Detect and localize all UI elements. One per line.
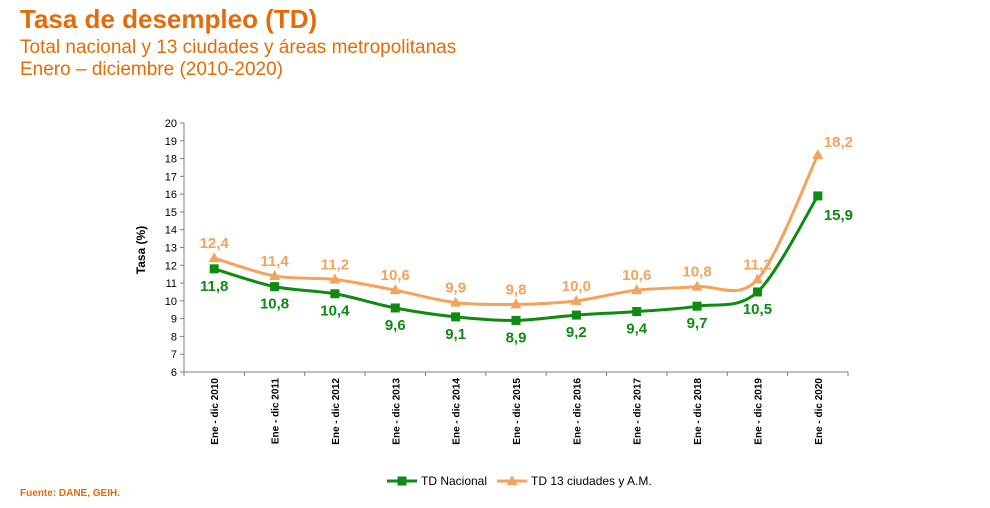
data-label-td-nacional: 10,8 (260, 296, 289, 313)
data-point-td-nacional (752, 287, 762, 297)
data-point-td-13-ciudades (329, 273, 341, 284)
data-point-td-13-ciudades (570, 294, 582, 305)
x-tick-label: Ene - dic 2018 (693, 378, 704, 445)
data-point-td-13-ciudades (691, 280, 703, 291)
x-tick-label: Ene - dic 2014 (452, 378, 463, 445)
data-point-td-nacional (571, 310, 581, 320)
data-point-td-nacional (390, 303, 400, 313)
data-label-td-nacional: 10,5 (743, 301, 772, 318)
data-point-td-13-ciudades (510, 298, 522, 309)
y-tick-label: 20 (165, 118, 177, 130)
data-label-td-13-ciudades: 18,2 (824, 134, 853, 151)
source-note: Fuente: DANE, GEIH. (20, 488, 121, 499)
data-point-td-13-ciudades (208, 252, 220, 263)
subtitle-scope: Total nacional y 13 ciudades y áreas met… (20, 37, 457, 58)
data-point-td-13-ciudades (450, 296, 462, 307)
x-tick-label: Ene - dic 2019 (753, 378, 764, 445)
data-label-td-nacional: 9,6 (385, 317, 406, 334)
x-axis-ticks: Ene - dic 2010 Ene - dic 2011 Ene - dic 20… (183, 372, 849, 445)
x-tick-label: Ene - dic 2015 (512, 378, 523, 445)
data-point-td-nacional (209, 264, 219, 274)
y-tick-label: 18 (165, 154, 177, 166)
data-point-td-nacional (330, 289, 340, 299)
data-label-td-13-ciudades: 10,6 (622, 267, 651, 284)
data-labels-layer: 12,4 11,4 11,2 10,6 9,9 9,8 10,0 10,6 10,8 11,2 18… (200, 134, 853, 346)
data-label-td-nacional: 10,4 (320, 303, 350, 320)
data-label-td-13-ciudades: 12,4 (200, 235, 230, 252)
y-axis-label: Tasa (%) (134, 226, 148, 274)
x-tick-label: Ene - dic 2016 (572, 378, 583, 445)
series-line-td-nacional (213, 195, 820, 322)
data-point-td-nacional (511, 315, 521, 325)
y-tick-label: 15 (165, 207, 177, 219)
y-tick-label: 6 (171, 367, 177, 379)
data-label-td-nacional: 15,9 (824, 207, 853, 224)
data-label-td-nacional: 9,2 (566, 324, 587, 341)
y-tick-label: 8 (171, 331, 177, 343)
data-label-td-13-ciudades: 9,8 (506, 281, 527, 298)
y-tick-label: 10 (165, 296, 177, 308)
data-label-td-13-ciudades: 11,2 (743, 257, 771, 274)
data-label-td-nacional: 9,7 (687, 315, 708, 332)
data-label-td-nacional: 9,1 (445, 326, 466, 343)
page-title: Tasa de desempleo (TD) (20, 4, 318, 34)
data-label-td-13-ciudades: 11,4 (260, 253, 289, 270)
x-tick-label: Ene - dic 2020 (814, 378, 825, 445)
y-tick-label: 17 (165, 171, 177, 183)
legend-swatch-marker (506, 475, 518, 485)
y-tick-label: 19 (165, 136, 177, 148)
data-point-td-13-ciudades (631, 284, 643, 295)
series-layer (208, 149, 824, 325)
data-label-td-nacional: 8,9 (506, 329, 527, 346)
data-label-td-13-ciudades: 10,0 (562, 278, 591, 295)
data-label-td-13-ciudades: 10,6 (381, 267, 410, 284)
x-tick-label: Ene - dic 2013 (391, 378, 402, 445)
y-tick-label: 13 (165, 243, 177, 255)
series-line-td-13-ciudades (213, 154, 820, 307)
x-tick-label: Ene - dic 2011 (271, 378, 282, 445)
legend-entry-td-13-ciudades: TD 13 ciudades y A.M. (531, 474, 652, 488)
data-label-td-nacional: 11,8 (200, 278, 228, 295)
data-label-td-13-ciudades: 10,8 (682, 264, 711, 281)
data-point-td-13-ciudades (812, 149, 824, 160)
data-label-td-nacional: 9,4 (626, 321, 648, 338)
x-tick-label: Ene - dic 2010 (210, 378, 221, 445)
y-tick-label: 9 (171, 314, 177, 326)
data-label-td-13-ciudades: 9,9 (445, 280, 466, 297)
x-tick-label: Ene - dic 2012 (331, 378, 342, 445)
data-point-td-13-ciudades (389, 284, 401, 295)
data-point-td-nacional (692, 301, 702, 311)
subtitle-period: Enero – diciembre (2010-2020) (20, 59, 283, 80)
y-tick-label: 14 (165, 225, 177, 237)
y-tick-label: 12 (165, 260, 177, 272)
data-label-td-13-ciudades: 11,2 (321, 257, 349, 274)
data-point-td-13-ciudades (269, 269, 281, 280)
data-point-td-13-ciudades (751, 273, 763, 284)
legend-swatch-marker (397, 476, 407, 486)
data-point-td-nacional (270, 282, 280, 292)
y-axis-ticks: 6 7 8 9 10 11 12 13 14 15 16 17 18 19 20 (165, 118, 184, 379)
data-point-td-nacional (813, 191, 823, 201)
y-tick-label: 16 (165, 189, 177, 201)
x-tick-label: Ene - dic 2017 (633, 378, 644, 445)
data-point-td-nacional (632, 307, 642, 317)
chart-legend: TD Nacional TD 13 ciudades y A.M. (387, 474, 652, 488)
y-tick-label: 11 (166, 278, 177, 290)
data-point-td-nacional (451, 312, 461, 322)
y-tick-label: 7 (171, 349, 177, 361)
legend-entry-td-nacional: TD Nacional (421, 474, 487, 488)
